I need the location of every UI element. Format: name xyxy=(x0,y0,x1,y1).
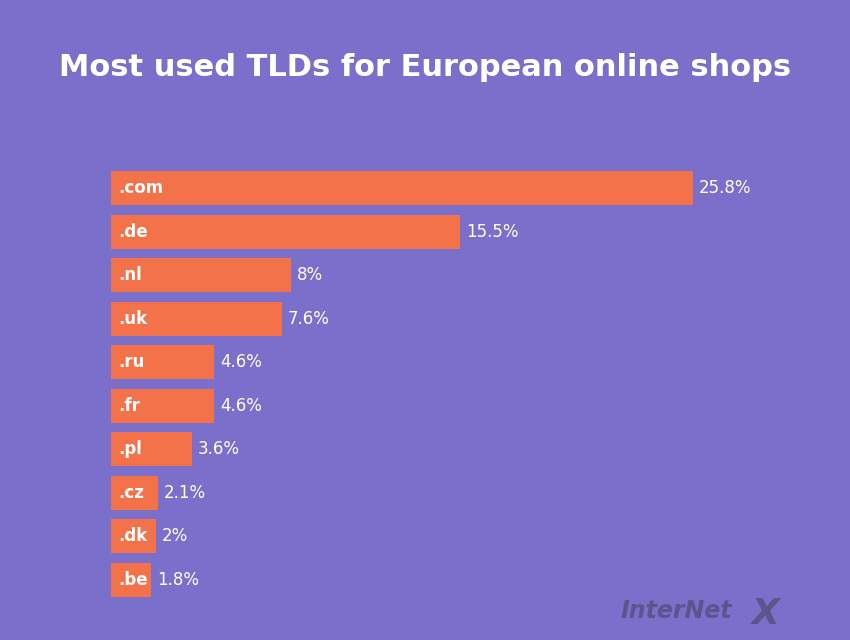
Text: X: X xyxy=(751,597,779,632)
Bar xyxy=(110,476,158,510)
Bar xyxy=(110,345,214,380)
Text: 1.8%: 1.8% xyxy=(156,571,199,589)
Text: 8%: 8% xyxy=(297,266,323,284)
Bar xyxy=(110,301,282,336)
Text: .nl: .nl xyxy=(118,266,142,284)
Text: .com: .com xyxy=(118,179,163,197)
Text: .fr: .fr xyxy=(118,397,140,415)
Text: 4.6%: 4.6% xyxy=(220,353,262,371)
Text: .uk: .uk xyxy=(118,310,148,328)
Text: .dk: .dk xyxy=(118,527,148,545)
Bar xyxy=(110,388,214,423)
Text: .pl: .pl xyxy=(118,440,142,458)
Text: .cz: .cz xyxy=(118,484,144,502)
Bar xyxy=(110,432,192,467)
Text: 4.6%: 4.6% xyxy=(220,397,262,415)
Bar xyxy=(110,519,156,554)
Bar xyxy=(110,214,461,249)
Text: 25.8%: 25.8% xyxy=(699,179,751,197)
Text: 3.6%: 3.6% xyxy=(197,440,240,458)
Bar xyxy=(110,171,693,205)
Text: 2%: 2% xyxy=(162,527,188,545)
Text: Most used TLDs for European online shops: Most used TLDs for European online shops xyxy=(59,52,791,82)
Text: 2.1%: 2.1% xyxy=(163,484,206,502)
Text: InterNet: InterNet xyxy=(620,599,732,623)
Text: .be: .be xyxy=(118,571,148,589)
Text: 15.5%: 15.5% xyxy=(466,223,518,241)
Text: 7.6%: 7.6% xyxy=(287,310,330,328)
Text: .ru: .ru xyxy=(118,353,144,371)
Text: .de: .de xyxy=(118,223,148,241)
Bar xyxy=(110,563,151,597)
Bar xyxy=(110,258,291,292)
